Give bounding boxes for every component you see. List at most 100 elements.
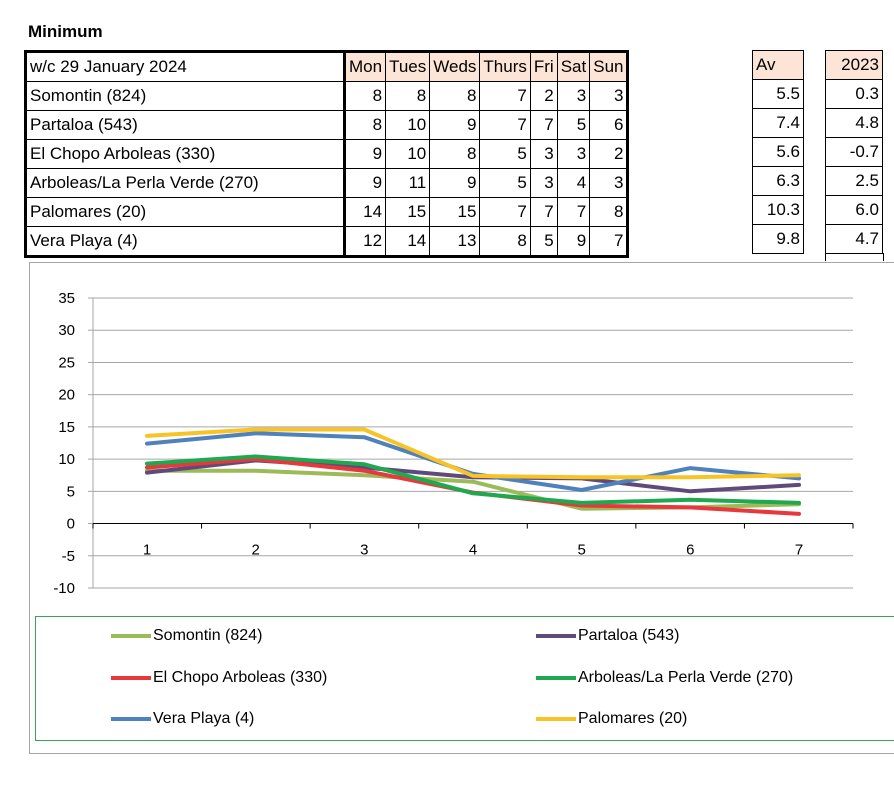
x-tick-label: 6 — [686, 542, 694, 559]
x-tick-label: 2 — [251, 542, 259, 559]
legend-label: Partaloa (543) — [578, 627, 680, 644]
x-tick-label: 4 — [469, 542, 477, 559]
legend-label: Palomares (20) — [578, 710, 688, 727]
temperature-cell: 5 — [529, 226, 558, 258]
y-tick-label: -5 — [62, 548, 75, 565]
temperature-cell: 3 — [589, 168, 630, 198]
legend-label: Arboleas/La Perla Verde (270) — [578, 669, 794, 686]
legend-label: Vera Playa (4) — [153, 710, 255, 727]
average-cell: 10.3 — [752, 195, 804, 225]
y-tick-label: 25 — [58, 354, 75, 371]
temperature-cell: 3 — [556, 139, 591, 169]
day-header: Thurs — [479, 50, 531, 82]
day-header: Fri — [529, 50, 558, 82]
legend-swatch — [536, 676, 576, 680]
temperature-cell: 3 — [589, 81, 630, 111]
legend-swatch — [536, 717, 576, 721]
legend-item: El Chopo Arboleas (330) — [111, 669, 327, 687]
legend-item: Partaloa (543) — [536, 627, 679, 645]
temperature-cell: 8 — [479, 226, 531, 258]
table-row: El Chopo Arboleas (330) 9 10 8 5 3 3 2 — [24, 139, 630, 169]
temperature-cell: 13 — [429, 226, 481, 258]
temperature-cell: 7 — [529, 110, 558, 140]
series-line-3 — [145, 454, 801, 505]
week-label: w/c 29 January 2024 — [24, 50, 346, 82]
legend-item: Arboleas/La Perla Verde (270) — [536, 669, 793, 687]
y-tick-label: 35 — [58, 290, 75, 307]
temperature-cell: 7 — [556, 197, 591, 227]
legend-swatch — [536, 634, 576, 638]
previous-year-column-tail — [825, 253, 884, 261]
legend-item: Somontin (824) — [111, 627, 262, 645]
y-tick-label: -10 — [53, 580, 75, 597]
station-name: Somontin (824) — [24, 81, 346, 111]
legend-label: El Chopo Arboleas (330) — [153, 669, 328, 686]
temperature-cell: 5 — [479, 139, 531, 169]
day-header: Sun — [589, 50, 630, 82]
temperature-table: w/c 29 January 2024 Mon Tues Weds Thurs Fri Sa… — [24, 50, 630, 258]
legend-swatch — [111, 676, 151, 680]
table-row: Somontin (824) 8 8 8 7 2 3 3 — [24, 81, 630, 111]
temperature-cell: 6 — [589, 110, 630, 140]
y-tick-label: 5 — [67, 483, 75, 500]
table-header-row: w/c 29 January 2024 Mon Tues Weds Thurs Fri Sa… — [24, 50, 630, 82]
y-tick-label: 30 — [58, 322, 75, 339]
previous-year-cell: -0.7 — [825, 137, 883, 167]
table-row: Arboleas/La Perla Verde (270) 9 11 9 5 3 4 3 — [24, 168, 630, 198]
temperature-cell: 8 — [429, 139, 481, 169]
sheet-title: Minimum — [28, 22, 103, 41]
legend-swatch — [111, 717, 151, 721]
x-tick-label: 1 — [143, 542, 151, 559]
temperature-cell: 10 — [385, 139, 431, 169]
previous-year-cell: 2.5 — [825, 166, 883, 196]
temperature-cell: 5 — [479, 168, 531, 198]
legend-item: Vera Playa (4) — [111, 710, 254, 728]
previous-year-cell: 4.8 — [825, 108, 883, 138]
x-tick-label: 7 — [795, 542, 803, 559]
temperature-cell: 10 — [385, 110, 431, 140]
previous-year-column: 2023 0.3 4.8 -0.7 2.5 6.0 4.7 — [825, 50, 883, 254]
legend-label: Somontin (824) — [153, 627, 263, 644]
y-tick-label: 15 — [58, 419, 75, 436]
avg-header: Av — [752, 50, 804, 80]
table-row: Vera Playa (4) 12 14 13 8 5 9 7 — [24, 226, 630, 258]
temperature-cell: 9 — [429, 168, 481, 198]
y-tick-label: 10 — [58, 451, 75, 468]
day-header: Sat — [556, 50, 591, 82]
temperature-cell: 3 — [529, 168, 558, 198]
previous-year-cell: 4.7 — [825, 224, 883, 254]
temperature-cell: 14 — [343, 197, 387, 227]
prev-year-header: 2023 — [825, 50, 883, 80]
y-tick-label: 20 — [58, 387, 75, 404]
temperature-cell: 7 — [479, 197, 531, 227]
temperature-cell: 8 — [589, 197, 630, 227]
temperature-cell: 7 — [529, 197, 558, 227]
table-row: Palomares (20) 14 15 15 7 7 7 8 — [24, 197, 630, 227]
station-name: Partaloa (543) — [24, 110, 346, 140]
temperature-cell: 9 — [556, 226, 591, 258]
average-column: Av 5.5 7.4 5.6 6.3 10.3 9.8 — [752, 50, 804, 254]
temperature-cell: 9 — [343, 139, 387, 169]
day-header: Tues — [385, 50, 431, 82]
series-line-5 — [145, 427, 801, 480]
y-tick-label: 0 — [67, 516, 75, 533]
station-name: Vera Playa (4) — [24, 226, 346, 258]
previous-year-cell: 6.0 — [825, 195, 883, 225]
chart-legend: Somontin (824) Partaloa (543) El Chopo Arb… — [35, 616, 894, 741]
legend-swatch — [111, 634, 151, 638]
table-row: Partaloa (543) 8 10 9 7 7 5 6 — [24, 110, 630, 140]
station-name: Palomares (20) — [24, 197, 346, 227]
legend-item: Palomares (20) — [536, 710, 687, 728]
temperature-cell: 14 — [385, 226, 431, 258]
average-cell: 5.5 — [752, 79, 804, 109]
chart-frame — [29, 262, 894, 754]
temperature-cell: 8 — [385, 81, 431, 111]
station-name: El Chopo Arboleas (330) — [24, 139, 346, 169]
temperature-cell: 7 — [589, 226, 630, 258]
temperature-cell: 7 — [479, 81, 531, 111]
x-tick-label: 3 — [360, 542, 368, 559]
day-header: Weds — [429, 50, 481, 82]
temperature-cell: 8 — [343, 81, 387, 111]
x-tick-label: 5 — [577, 542, 585, 559]
